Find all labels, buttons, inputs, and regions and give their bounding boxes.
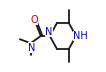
Text: NH: NH <box>73 31 87 41</box>
Text: N: N <box>45 27 53 37</box>
Text: O: O <box>30 15 38 25</box>
Text: N: N <box>28 43 35 52</box>
